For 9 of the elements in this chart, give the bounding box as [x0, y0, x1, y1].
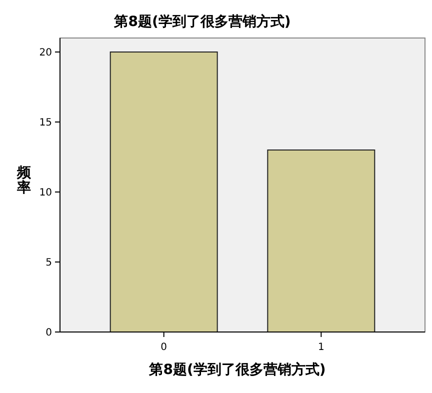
x-tick-label: 1 [318, 342, 324, 353]
y-tick-label: 20 [39, 48, 52, 58]
chart-title: 第8题(学到了很多营销方式) [113, 13, 291, 30]
y-tick-label: 15 [39, 118, 52, 128]
y-axis-title: 频率 [16, 165, 32, 196]
y-tick-label: 0 [46, 328, 52, 338]
y-tick-label: 10 [39, 188, 52, 198]
x-axis-title: 第8题(学到了很多营销方式) [148, 361, 326, 378]
y-tick-label: 5 [46, 258, 52, 268]
